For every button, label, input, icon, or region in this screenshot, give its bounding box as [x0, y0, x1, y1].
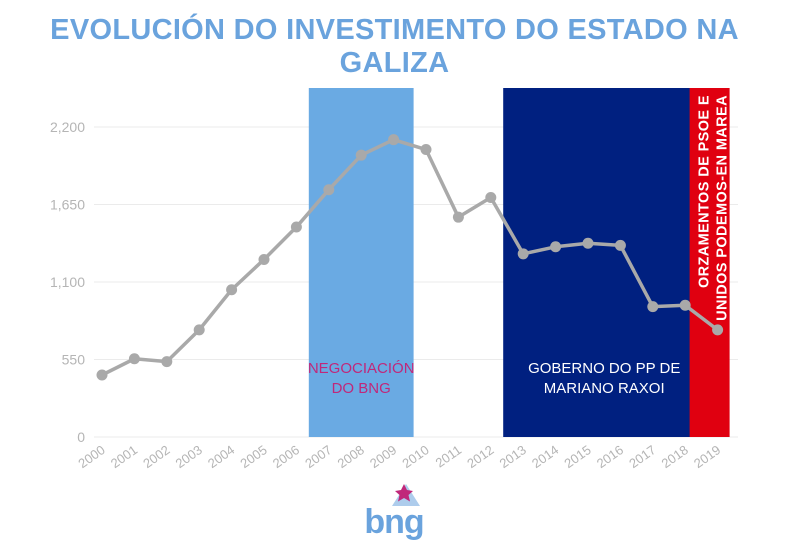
y-tick-label: 0: [77, 429, 85, 445]
data-point: [485, 191, 497, 203]
x-tick-label: 2000: [75, 442, 107, 471]
x-tick-label: 2013: [497, 442, 529, 471]
data-point: [193, 324, 205, 336]
data-point: [452, 211, 464, 223]
y-tick-label: 1,650: [50, 197, 85, 213]
band-label: DO BNG: [332, 380, 391, 397]
band-label: NEGOCIACIÓN: [308, 360, 415, 377]
x-tick-label: 2007: [302, 442, 334, 471]
x-tick-label: 2016: [594, 442, 626, 471]
x-tick-label: 2018: [659, 442, 691, 471]
data-point: [679, 299, 691, 311]
x-tick-label: 2002: [140, 442, 172, 471]
data-point: [712, 324, 724, 336]
period-bands: NEGOCIACIÓN DO BNG GOBERNO DO PP DE MARIANO…: [308, 88, 731, 437]
data-point: [614, 239, 626, 251]
period-band: [308, 88, 414, 437]
band-label-group: ORZAMENTOS DE PSOE E UNIDOS PODEMOS-EN MA…: [697, 95, 731, 321]
x-tick-label: 2006: [270, 442, 302, 471]
y-tick-label: 550: [62, 352, 86, 368]
data-point: [290, 221, 302, 233]
data-point: [355, 149, 367, 161]
data-point: [582, 237, 594, 249]
x-tick-label: 2012: [464, 442, 496, 471]
band-label: UNIDOS PODEMOS-EN MAREA: [715, 95, 731, 321]
band-label: GOBERNO DO PP DE: [528, 360, 680, 377]
logo-wordmark: bng: [364, 503, 423, 541]
x-tick-label: 2003: [173, 442, 205, 471]
x-tick-label: 2008: [335, 442, 367, 471]
data-point: [647, 301, 659, 313]
x-tick-label: 2017: [626, 442, 658, 471]
series-line-group: [96, 134, 724, 381]
band-label: ORZAMENTOS DE PSOE E: [697, 95, 713, 288]
period-band: [503, 88, 706, 437]
data-point: [161, 356, 173, 368]
y-tick-label: 1,100: [50, 274, 85, 290]
x-tick-label: 2019: [691, 442, 723, 471]
x-tick-label: 2009: [367, 442, 399, 471]
x-tick-label: 2014: [529, 442, 561, 471]
data-point: [388, 134, 400, 146]
x-tick-label: 2010: [399, 442, 431, 471]
x-axis: 2000 2001 2002 2003 2004 2005 2006 2007 2008 2009…: [75, 442, 723, 471]
data-point: [96, 369, 108, 381]
x-tick-label: 2004: [205, 442, 237, 471]
data-point: [550, 241, 562, 253]
x-tick-label: 2011: [433, 442, 465, 470]
y-tick-label: 2,200: [50, 119, 85, 135]
data-point: [258, 253, 270, 265]
bng-logo: bng: [364, 484, 425, 541]
data-point: [420, 144, 432, 156]
y-axis: 0 550 1,100 1,650 2,200: [50, 119, 85, 445]
chart-title: EVOLUCIÓN DO INVESTIMENTO DO ESTADO NA G…: [50, 14, 739, 79]
data-point: [323, 184, 335, 196]
x-tick-label: 2001: [108, 442, 140, 471]
star-icon: [395, 484, 413, 502]
data-point: [128, 353, 140, 365]
data-point: [517, 248, 529, 260]
period-band: [689, 88, 730, 437]
data-point: [226, 284, 238, 296]
x-tick-label: 2005: [237, 442, 269, 471]
band-label: MARIANO RAXOI: [544, 380, 665, 397]
x-tick-label: 2015: [561, 442, 593, 471]
